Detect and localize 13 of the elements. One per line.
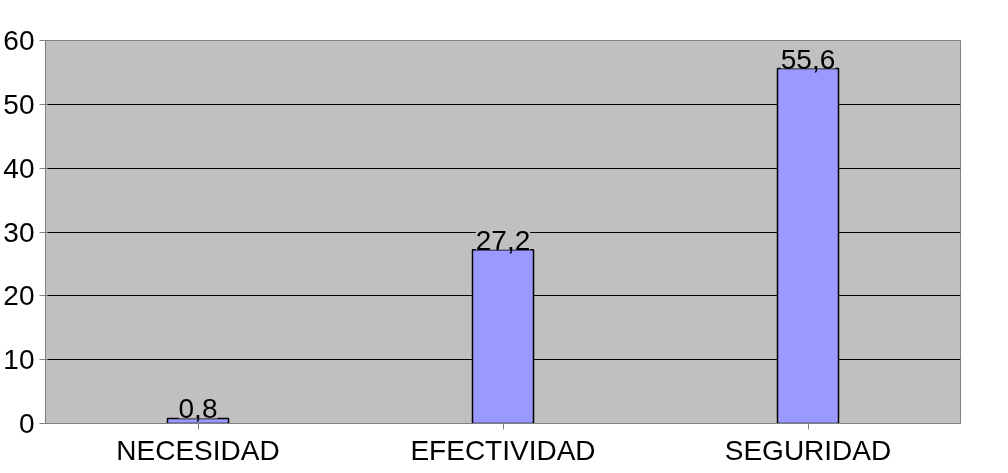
- data-label: 27,2: [475, 224, 531, 256]
- data-label: 0,8: [178, 393, 218, 425]
- y-tick-label: 30: [3, 216, 35, 248]
- y-tick-label: 0: [18, 408, 35, 439]
- y-tick-label: 50: [3, 88, 35, 120]
- x-tick-label: NECESIDAD: [116, 434, 280, 466]
- x-tick-label: SEGURIDAD: [724, 434, 892, 466]
- data-label: 55,6: [780, 43, 836, 75]
- x-tick-label: EFECTIVIDAD: [410, 434, 596, 466]
- y-tick-label: 40: [3, 152, 35, 184]
- y-tick-label: 60: [3, 25, 35, 56]
- y-tick-label: 20: [3, 280, 35, 312]
- y-tick-label: 10: [3, 344, 35, 376]
